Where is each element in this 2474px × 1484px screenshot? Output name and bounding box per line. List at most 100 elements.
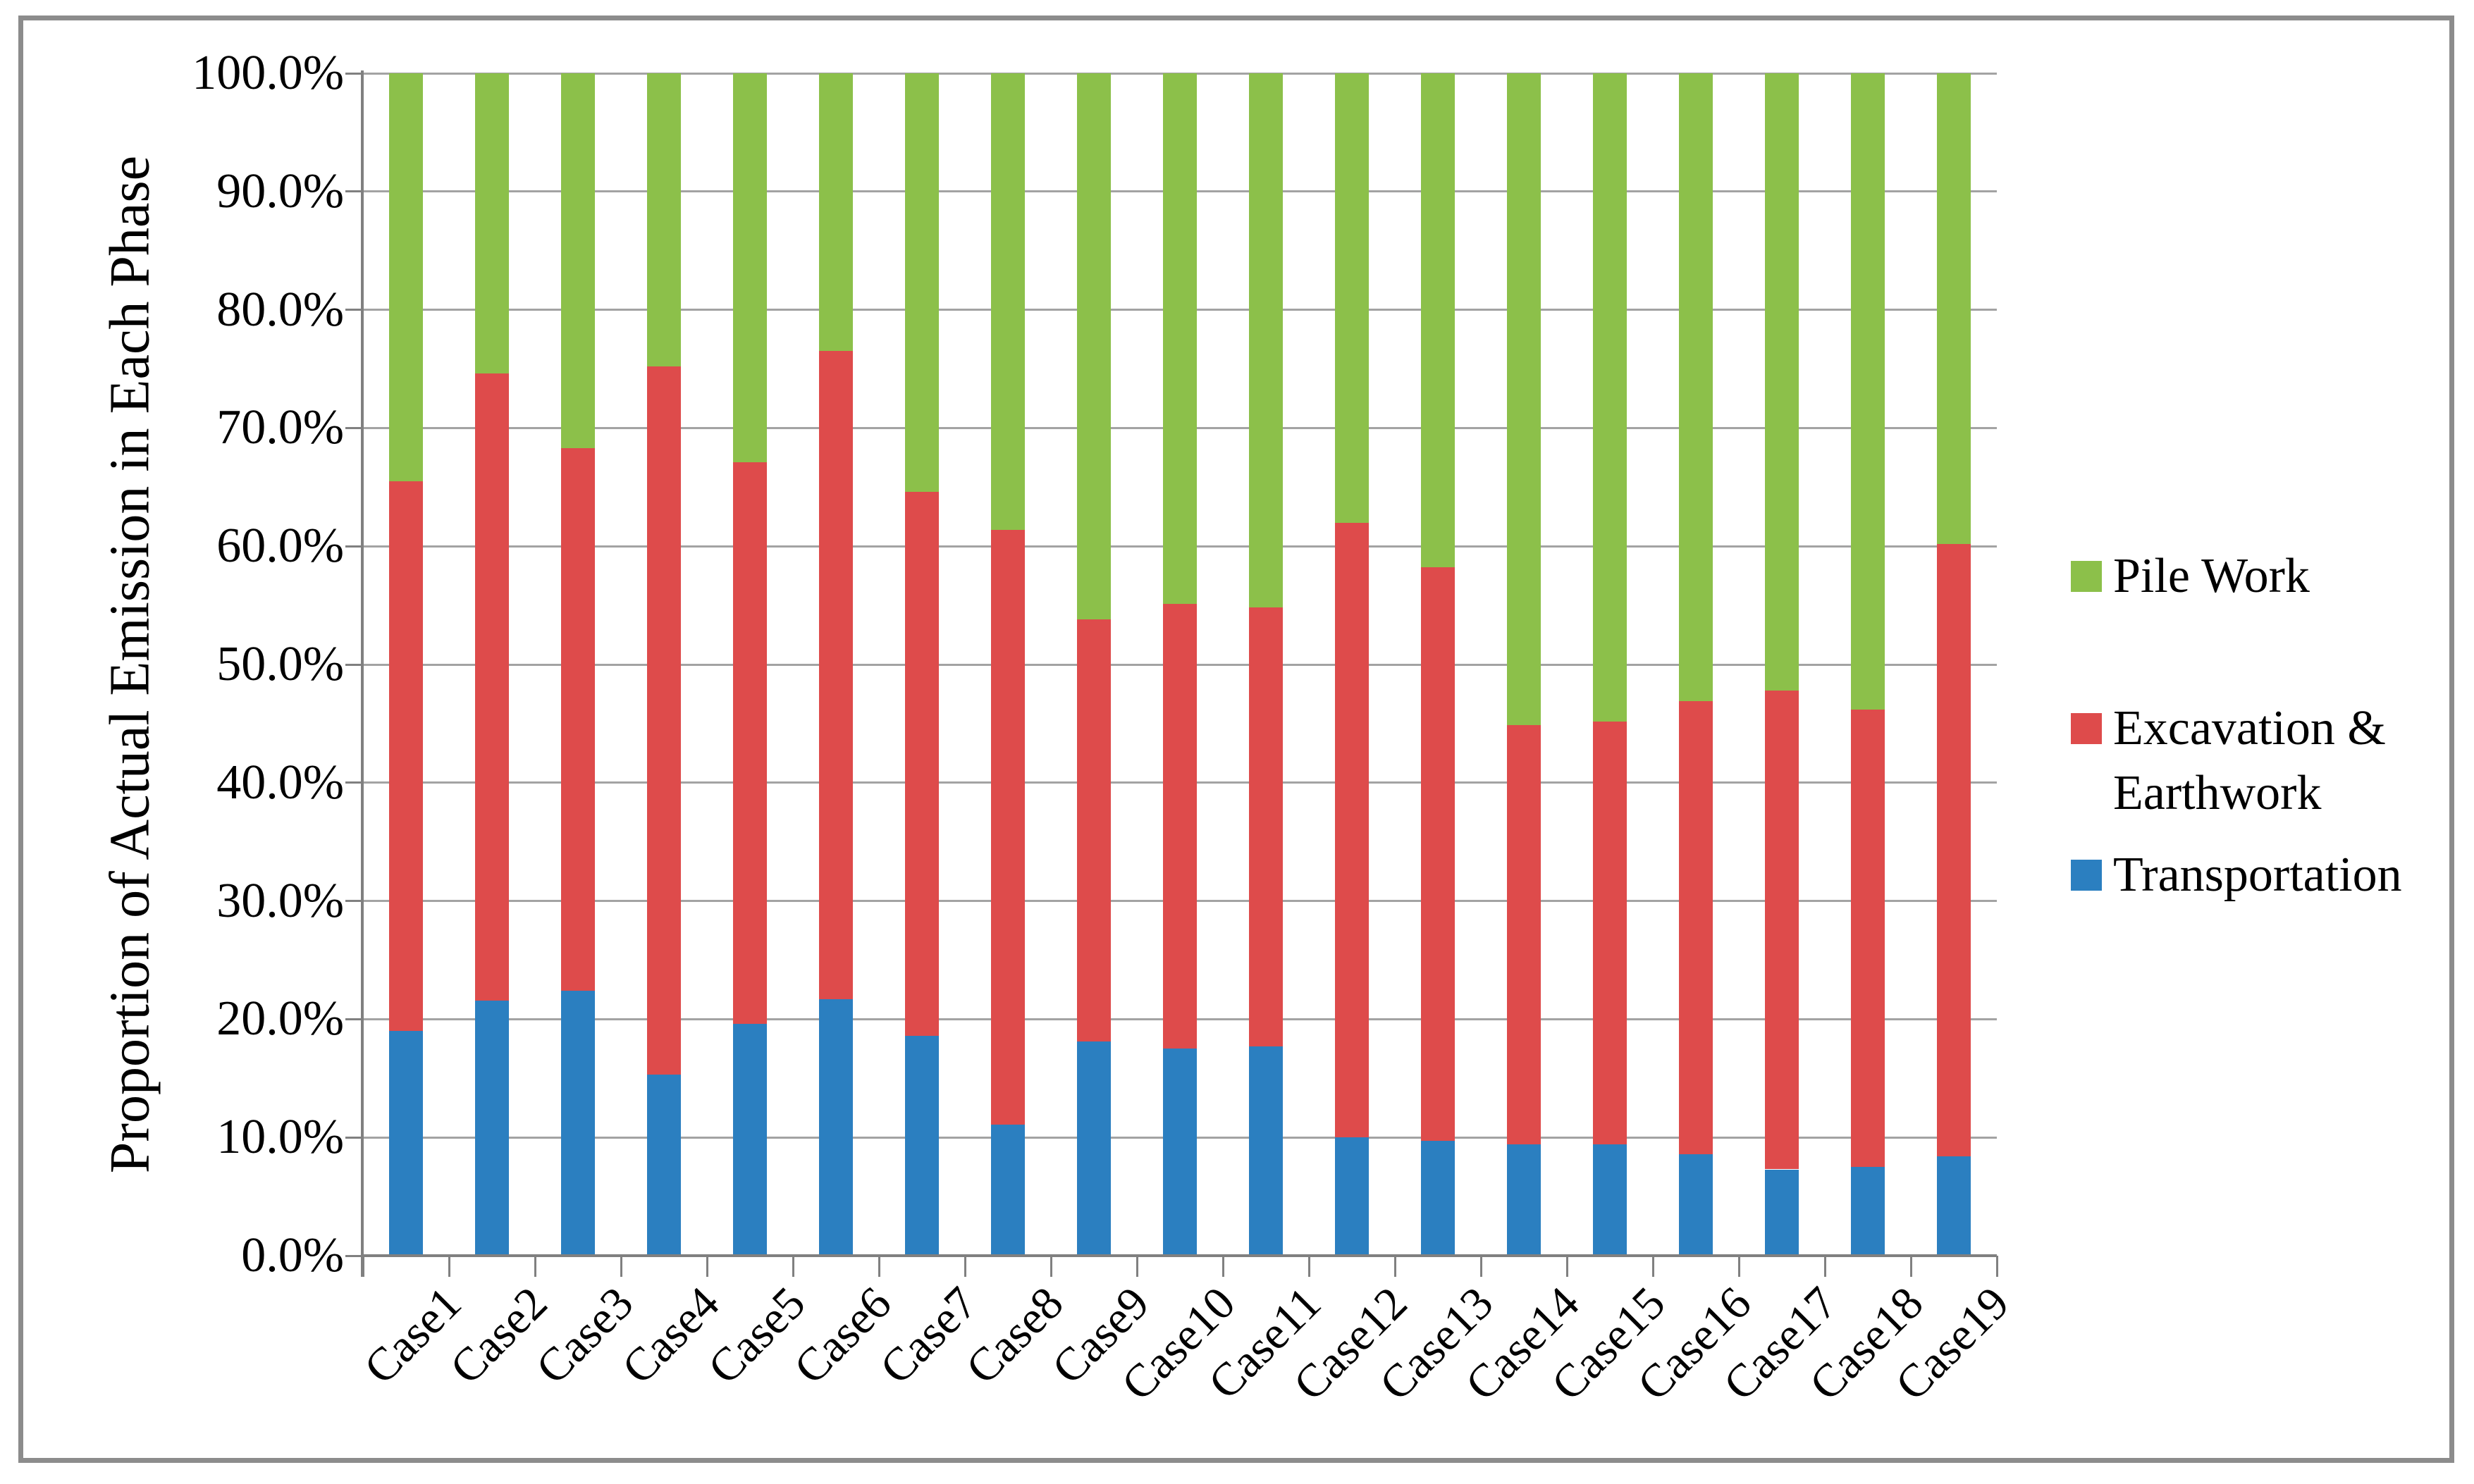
bar-segment-case9-excavation-earthwork: [1077, 619, 1111, 1042]
y-tick-label: 0.0%: [241, 1228, 344, 1282]
y-axis-tick: [345, 1018, 363, 1020]
x-axis-tick: [448, 1256, 450, 1277]
bar-segment-case4-transportation: [647, 1075, 681, 1256]
bar-segment-case14-pile-work: [1507, 73, 1541, 725]
y-axis-tick: [345, 72, 363, 75]
bar-segment-case7-excavation-earthwork: [905, 492, 939, 1036]
legend-label: Excavation & Earthwork: [2113, 701, 2386, 820]
x-axis-tick: [1737, 1256, 1740, 1277]
bar-segment-case13-pile-work: [1421, 73, 1455, 568]
bar-segment-case5-transportation: [733, 1024, 767, 1256]
bar-segment-case9-transportation: [1077, 1041, 1111, 1256]
y-tick-label: 90.0%: [216, 163, 344, 218]
bar-segment-case11-pile-work: [1249, 73, 1283, 608]
x-axis-tick: [1565, 1256, 1568, 1277]
bar-segment-case18-pile-work: [1851, 73, 1885, 710]
bar-segment-case7-pile-work: [905, 73, 939, 492]
bar-segment-case12-transportation: [1335, 1137, 1369, 1256]
bar-segment-case7-transportation: [905, 1035, 939, 1256]
bar-segment-case8-transportation: [991, 1124, 1025, 1256]
bar-segment-case13-excavation-earthwork: [1421, 567, 1455, 1142]
legend-swatch-icon: [2071, 860, 2102, 891]
x-axis-tick: [878, 1256, 880, 1277]
y-axis-tick: [345, 663, 363, 666]
bar-segment-case10-transportation: [1163, 1049, 1197, 1256]
y-tick-label: 70.0%: [216, 400, 344, 455]
bar-segment-case16-pile-work: [1679, 73, 1713, 702]
bar-segment-case2-transportation: [475, 1000, 509, 1256]
x-axis-tick: [1823, 1256, 1826, 1277]
x-axis-tick: [964, 1256, 966, 1277]
bar-segment-case16-transportation: [1679, 1154, 1713, 1256]
y-axis-line: [361, 70, 364, 1277]
bar-segment-case3-transportation: [561, 991, 595, 1256]
x-axis-line: [361, 1254, 1997, 1257]
bar-segment-case6-excavation-earthwork: [819, 351, 853, 999]
bar-segment-case16-excavation-earthwork: [1679, 701, 1713, 1154]
bar-segment-case2-pile-work: [475, 73, 509, 374]
y-tick-label: 50.0%: [216, 637, 344, 691]
bar-segment-case4-excavation-earthwork: [647, 366, 681, 1075]
bar-segment-case11-excavation-earthwork: [1249, 607, 1283, 1046]
figure-border: [18, 16, 2454, 1463]
bar-segment-case19-pile-work: [1937, 73, 1971, 544]
bar-segment-case17-pile-work: [1765, 73, 1799, 691]
legend-swatch-icon: [2071, 713, 2102, 744]
y-axis-tick: [345, 309, 363, 311]
bar-segment-case6-pile-work: [819, 73, 853, 352]
bar-segment-case1-transportation: [389, 1031, 423, 1256]
bar-segment-case6-transportation: [819, 998, 853, 1256]
bar-segment-case4-pile-work: [647, 73, 681, 367]
x-axis-tick: [1651, 1256, 1654, 1277]
bar-segment-case8-excavation-earthwork: [991, 529, 1025, 1125]
y-axis-tick: [345, 781, 363, 784]
bar-segment-case15-transportation: [1593, 1144, 1627, 1256]
x-axis-tick: [362, 1256, 364, 1277]
x-axis-tick: [792, 1256, 794, 1277]
y-axis-tick: [345, 1254, 363, 1257]
bar-segment-case3-pile-work: [561, 73, 595, 448]
bar-segment-case8-pile-work: [991, 73, 1025, 530]
legend-item-transportation: Transportation: [2071, 843, 2402, 908]
x-axis-tick: [1995, 1256, 1998, 1277]
x-axis-tick: [1221, 1256, 1224, 1277]
y-axis-tick: [345, 426, 363, 429]
x-axis-tick: [534, 1256, 536, 1277]
bar-segment-case19-transportation: [1937, 1156, 1971, 1256]
y-axis-tick: [345, 900, 363, 903]
bar-segment-case11-transportation: [1249, 1046, 1283, 1256]
x-axis-tick: [1136, 1256, 1138, 1277]
bar-segment-case3-excavation-earthwork: [561, 447, 595, 991]
bar-segment-case1-excavation-earthwork: [389, 481, 423, 1032]
bar-segment-case1-pile-work: [389, 73, 423, 481]
y-axis-tick: [345, 1136, 363, 1139]
legend-label: Pile Work: [2113, 549, 2310, 603]
bar-segment-case2-excavation-earthwork: [475, 373, 509, 1001]
y-tick-label: 100.0%: [192, 46, 344, 100]
x-axis-tick: [706, 1256, 708, 1277]
y-axis-tick: [345, 190, 363, 193]
y-tick-label: 80.0%: [216, 282, 344, 337]
legend-item-excavation-earthwork: Excavation & Earthwork: [2071, 696, 2386, 826]
bar-segment-case14-transportation: [1507, 1144, 1541, 1256]
x-axis-tick: [1909, 1256, 1912, 1277]
y-tick-label: 40.0%: [216, 755, 344, 810]
bar-segment-case9-pile-work: [1077, 73, 1111, 620]
bar-segment-case17-excavation-earthwork: [1765, 690, 1799, 1170]
bar-segment-case18-transportation: [1851, 1167, 1885, 1256]
x-axis-tick: [1307, 1256, 1310, 1277]
y-tick-label: 60.0%: [216, 519, 344, 574]
bar-segment-case5-pile-work: [733, 73, 767, 463]
bar-segment-case14-excavation-earthwork: [1507, 724, 1541, 1145]
x-axis-tick: [1050, 1256, 1052, 1277]
bar-segment-case19-excavation-earthwork: [1937, 543, 1971, 1157]
bar-segment-case5-excavation-earthwork: [733, 462, 767, 1025]
bar-segment-case18-excavation-earthwork: [1851, 709, 1885, 1168]
bar-segment-case15-excavation-earthwork: [1593, 721, 1627, 1145]
x-axis-tick: [1479, 1256, 1482, 1277]
y-tick-label: 30.0%: [216, 873, 344, 928]
x-axis-tick: [1393, 1256, 1396, 1277]
legend-item-pile-work: Pile Work: [2071, 544, 2310, 609]
bar-segment-case13-transportation: [1421, 1141, 1455, 1256]
